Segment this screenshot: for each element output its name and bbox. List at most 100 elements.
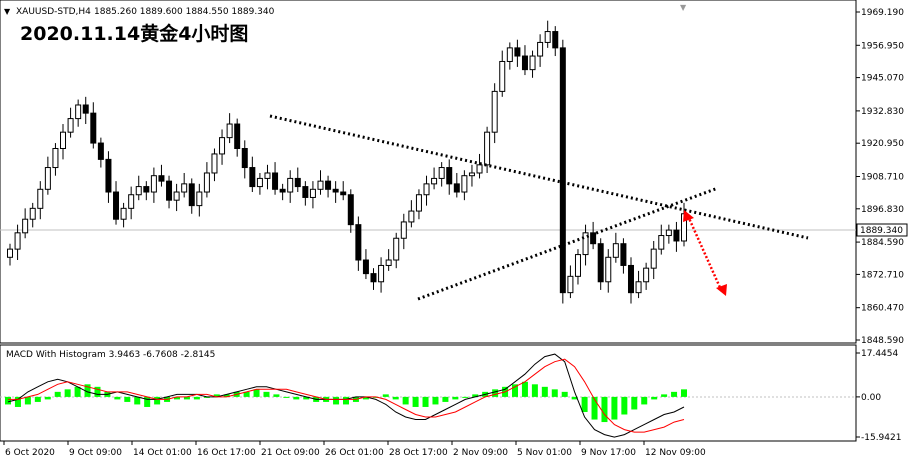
candle-body [120, 207, 127, 220]
candle-body [14, 232, 21, 250]
candle [491, 83, 498, 144]
price-tick-label: 1896.830 [861, 205, 904, 215]
macd-histogram-bar [114, 396, 121, 400]
candle [135, 175, 142, 201]
candle [317, 170, 324, 195]
candle-body [264, 172, 271, 179]
candle-body [279, 188, 286, 193]
macd-histogram-bar [134, 396, 141, 405]
macd-histogram-bar [303, 396, 310, 400]
candle [665, 224, 672, 244]
macd-tick-label: 17.4454 [861, 349, 898, 359]
macd-histogram-bar [183, 396, 190, 400]
candle-body [544, 31, 551, 43]
candle-body [317, 180, 324, 190]
candle-body [378, 264, 385, 283]
candle-body [158, 175, 165, 182]
candle [22, 208, 29, 239]
macd-histogram-bar [382, 394, 389, 397]
candle-body [506, 47, 513, 62]
candle-body [166, 180, 173, 201]
candle [385, 249, 392, 271]
candle-body [355, 224, 362, 261]
macd-histogram-bar [512, 384, 518, 397]
candle-body [529, 55, 536, 71]
candle [620, 238, 627, 274]
candle [188, 178, 195, 214]
candle [294, 167, 301, 193]
candle-body [82, 104, 89, 114]
candle [506, 42, 513, 70]
ascending-trendline[interactable] [417, 186, 719, 301]
candle [567, 265, 574, 299]
candle-body [650, 248, 657, 269]
candle-body [643, 267, 650, 283]
candle-body [400, 221, 407, 239]
candle-body [272, 172, 279, 190]
candle [7, 243, 13, 266]
chart-shift-icon[interactable]: ▼ [680, 3, 687, 12]
candle-body [590, 232, 597, 245]
candle [673, 221, 680, 252]
candle [249, 156, 256, 193]
descending-trendline[interactable] [269, 114, 809, 240]
macd-histogram-bar [641, 396, 648, 405]
price-tick-label: 1884.590 [861, 238, 904, 248]
candle [256, 172, 263, 195]
symbol-dropdown-icon[interactable]: ▼ [4, 7, 11, 16]
candle-body [370, 273, 377, 283]
candle [627, 257, 634, 304]
candle-body [597, 243, 604, 283]
candle-body [612, 243, 619, 258]
price-tick-label: 1860.470 [861, 304, 904, 314]
macd-histogram-bar [651, 396, 658, 400]
macd-histogram-bar [34, 396, 41, 402]
candle-body [7, 248, 13, 258]
candle-body [173, 191, 180, 201]
candle [393, 232, 400, 269]
drawings-layer [269, 114, 809, 301]
candle-body [143, 186, 150, 193]
candle-body [423, 183, 430, 196]
macd-histogram-bar [521, 381, 528, 397]
price-tick-label: 1956.950 [861, 41, 904, 51]
macd-histogram-bar [193, 396, 200, 400]
candle [150, 167, 157, 203]
macd-histogram-bar [333, 396, 340, 405]
price-tick-label: 1908.710 [861, 172, 904, 182]
candle [234, 118, 241, 157]
candle [90, 102, 97, 149]
price-tick-label: 1945.070 [861, 74, 904, 84]
candle [241, 140, 248, 179]
macd-histogram-bar [402, 396, 409, 405]
candle [14, 224, 21, 261]
candle-body [468, 172, 475, 177]
candle-body [196, 191, 203, 207]
time-tick-label: 9 Oct 09:00 [69, 448, 122, 458]
candle [605, 249, 612, 293]
candle-body [559, 47, 566, 294]
candle [158, 164, 165, 187]
macd-histogram-bar [442, 396, 449, 402]
candle [438, 162, 445, 187]
candle [582, 224, 589, 266]
candle-body [393, 237, 400, 261]
candle-body [658, 235, 665, 250]
candle-body [234, 123, 241, 150]
candle [302, 181, 309, 206]
candle [612, 232, 619, 263]
candle [408, 200, 415, 228]
candle [484, 126, 491, 173]
candle-body [446, 167, 453, 185]
macd-histogram-bar [64, 389, 71, 397]
macd-histogram-bar [263, 391, 270, 397]
macd-histogram-bar [24, 396, 31, 405]
candle-body [150, 175, 157, 193]
macd-histogram-bar [472, 394, 479, 397]
macd-histogram-bar [541, 386, 548, 397]
time-tick-label: 16 Oct 17:00 [197, 448, 256, 458]
candle-body [37, 188, 44, 209]
macd-histogram-bar [14, 396, 21, 407]
candle-body [537, 41, 544, 57]
